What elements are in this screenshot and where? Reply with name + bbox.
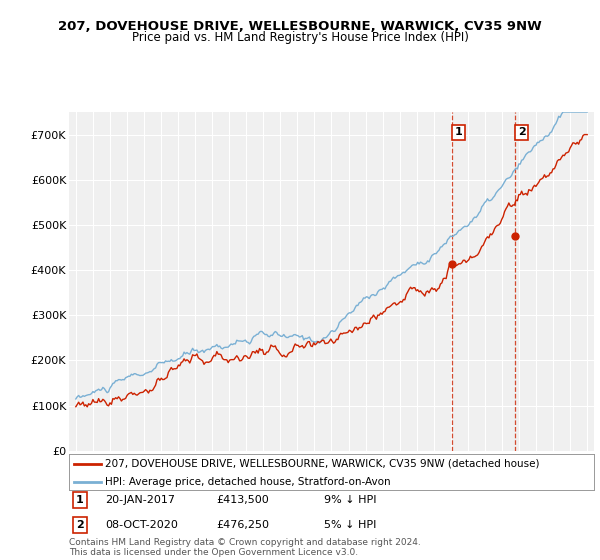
Text: 08-OCT-2020: 08-OCT-2020 — [105, 520, 178, 530]
Text: Contains HM Land Registry data © Crown copyright and database right 2024.
This d: Contains HM Land Registry data © Crown c… — [69, 538, 421, 557]
Text: 207, DOVEHOUSE DRIVE, WELLESBOURNE, WARWICK, CV35 9NW: 207, DOVEHOUSE DRIVE, WELLESBOURNE, WARW… — [58, 20, 542, 32]
Text: HPI: Average price, detached house, Stratford-on-Avon: HPI: Average price, detached house, Stra… — [105, 477, 391, 487]
Text: Price paid vs. HM Land Registry's House Price Index (HPI): Price paid vs. HM Land Registry's House … — [131, 31, 469, 44]
Text: 1: 1 — [454, 127, 462, 137]
Text: 207, DOVEHOUSE DRIVE, WELLESBOURNE, WARWICK, CV35 9NW (detached house): 207, DOVEHOUSE DRIVE, WELLESBOURNE, WARW… — [105, 459, 539, 469]
Text: 2: 2 — [518, 127, 526, 137]
Text: 20-JAN-2017: 20-JAN-2017 — [105, 495, 175, 505]
Text: £413,500: £413,500 — [216, 495, 269, 505]
Text: £476,250: £476,250 — [216, 520, 269, 530]
Text: 2: 2 — [76, 520, 83, 530]
Text: 9% ↓ HPI: 9% ↓ HPI — [324, 495, 377, 505]
Text: 5% ↓ HPI: 5% ↓ HPI — [324, 520, 376, 530]
Text: 1: 1 — [76, 495, 83, 505]
